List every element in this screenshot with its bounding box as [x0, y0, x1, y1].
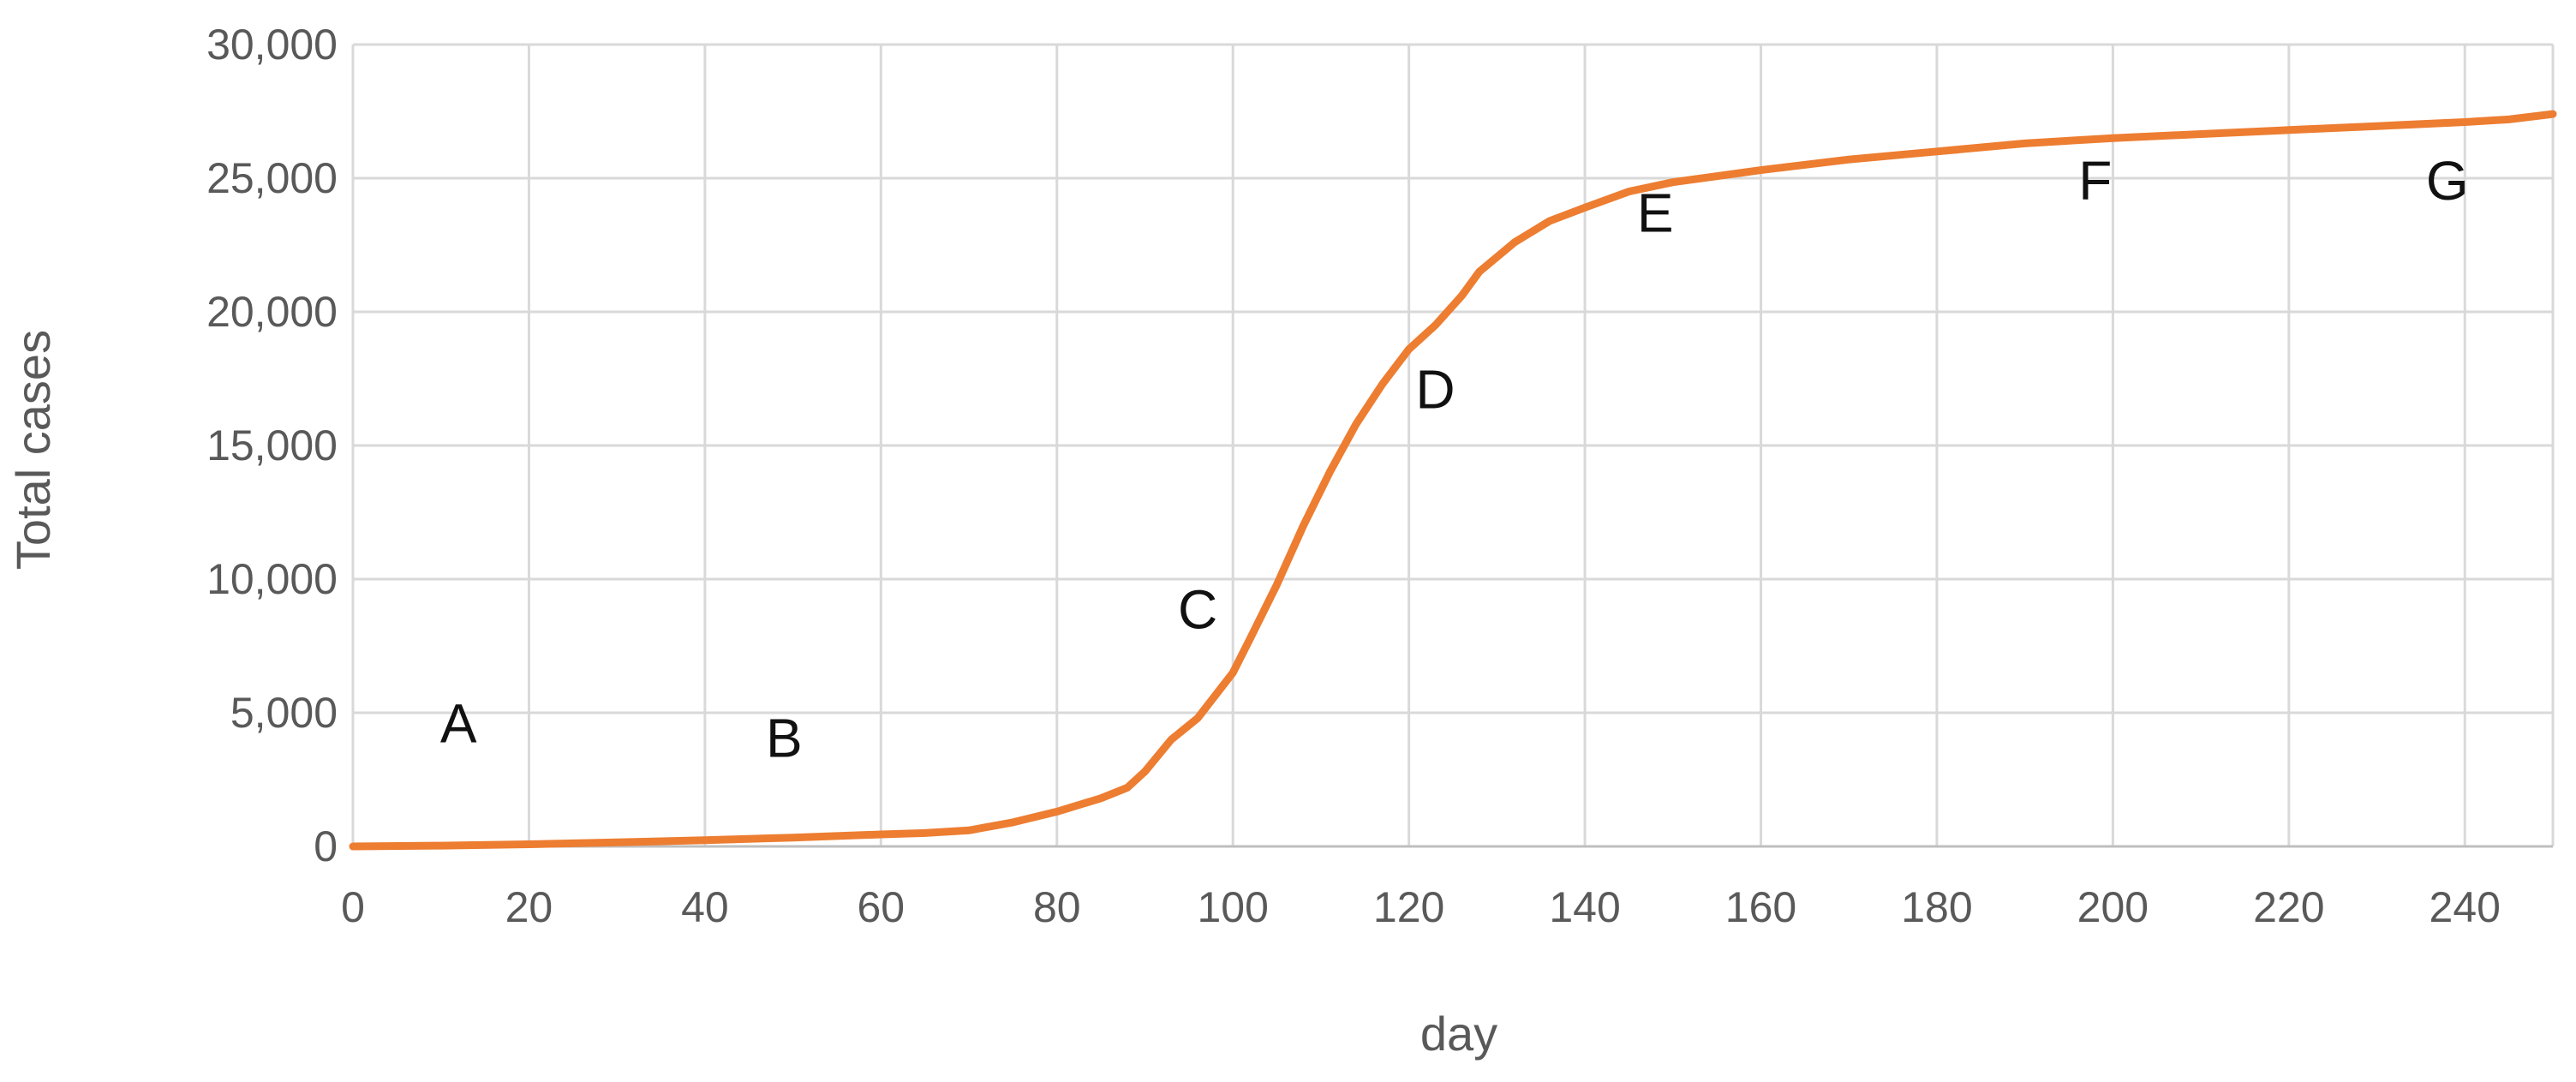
x-tick-label: 0: [341, 883, 365, 931]
annotation-label: E: [1637, 182, 1674, 243]
x-tick-label: 240: [2430, 883, 2501, 931]
y-tick-label: 30,000: [206, 21, 338, 69]
x-tick-label: 160: [1725, 883, 1796, 931]
x-tick-labels: 0 20 40 60 80 100 120 140 160 180 200 220 240: [341, 883, 2501, 931]
y-tick-label: 0: [314, 822, 338, 870]
series-line: [349, 110, 2557, 851]
y-tick-label: 5,000: [230, 689, 338, 737]
x-tick-label: 120: [1373, 883, 1444, 931]
x-tick-label: 180: [1901, 883, 1972, 931]
x-tick-label: 80: [1033, 883, 1081, 931]
grid-lines: [351, 43, 2555, 848]
annotation-label: G: [2426, 150, 2469, 212]
x-tick-label: 200: [2077, 883, 2149, 931]
y-tick-label: 25,000: [206, 154, 338, 202]
x-tick-label: 100: [1197, 883, 1268, 931]
annotation-label: C: [1178, 579, 1217, 641]
annotation-label: D: [1415, 358, 1455, 420]
y-tick-label: 15,000: [206, 421, 338, 469]
y-tick-label: 20,000: [206, 288, 338, 336]
y-tick-label: 10,000: [206, 555, 338, 603]
y-axis-title: Total cases: [6, 330, 60, 570]
annotation-label: A: [440, 692, 477, 754]
annotation-label: B: [766, 707, 803, 768]
y-tick-labels: 0 5,000 10,000 15,000 20,000 25,000 30,000: [206, 21, 338, 870]
x-tick-label: 60: [858, 883, 905, 931]
annotation-label: F: [2078, 150, 2112, 212]
x-tick-label: 140: [1549, 883, 1620, 931]
series-layer: [349, 110, 2557, 851]
x-tick-label: 40: [681, 883, 729, 931]
x-tick-label: 20: [505, 883, 553, 931]
x-tick-label: 220: [2253, 883, 2324, 931]
annotation-labels: A B C D E F G: [440, 150, 2469, 769]
x-axis-title: day: [1420, 1007, 1497, 1061]
